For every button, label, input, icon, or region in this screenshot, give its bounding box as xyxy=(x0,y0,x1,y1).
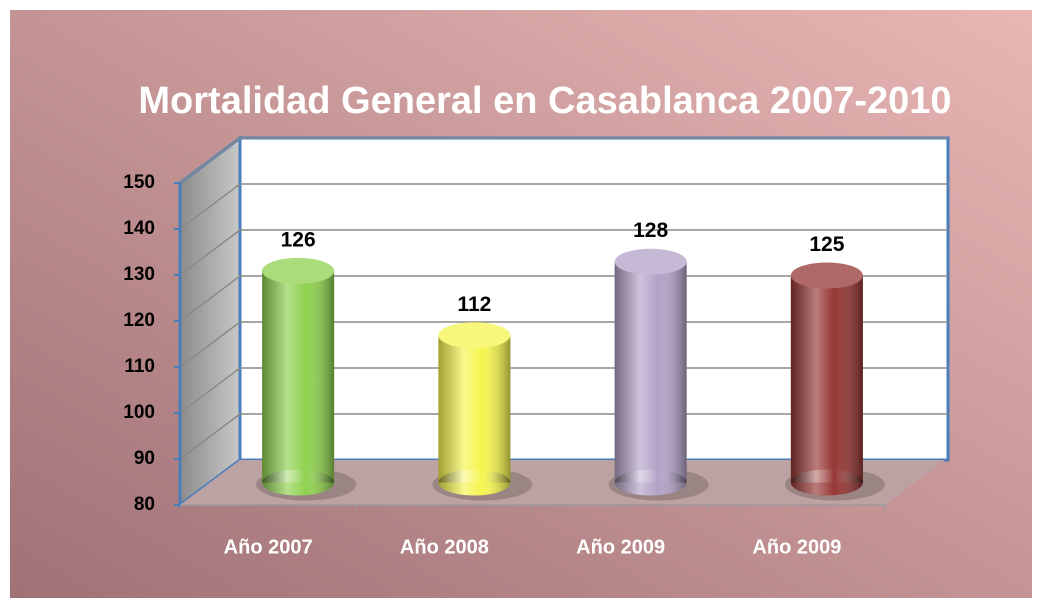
bar-top xyxy=(262,257,335,284)
grid-line xyxy=(179,321,948,368)
data-label: 126 xyxy=(281,228,316,251)
data-label: 128 xyxy=(633,219,668,242)
y-tick-label: 150 xyxy=(123,172,155,193)
floor xyxy=(180,460,945,505)
bar-shading xyxy=(614,261,687,483)
grid-line xyxy=(179,275,948,322)
x-tick-label: Año 2009 xyxy=(752,536,841,558)
bar-top-highlight xyxy=(614,248,687,275)
data-label: 112 xyxy=(457,293,491,316)
bar-shading xyxy=(438,335,511,483)
x-tick-label: Año 2009 xyxy=(576,536,665,558)
x-tick-label: Año 2008 xyxy=(400,536,489,558)
grid-line xyxy=(179,229,948,276)
y-tick-label: 110 xyxy=(124,356,155,377)
bar xyxy=(438,322,511,496)
grid-line xyxy=(179,137,948,184)
y-tick-label: 120 xyxy=(123,310,155,331)
bar-top xyxy=(614,248,687,275)
y-tick-label: 80 xyxy=(134,494,155,515)
bar-top xyxy=(790,262,863,289)
data-label: 125 xyxy=(809,233,844,256)
grid-line xyxy=(179,413,948,460)
side-wall xyxy=(178,135,242,508)
y-tick-label: 140 xyxy=(123,218,155,239)
bar xyxy=(262,257,335,496)
bar xyxy=(614,248,687,496)
grid-line xyxy=(179,183,948,230)
bar-top-highlight xyxy=(790,262,863,289)
bar-bottom-shading xyxy=(438,469,511,496)
bar-bottom-shading xyxy=(790,469,863,496)
y-tick-label: 130 xyxy=(123,264,155,285)
bar-top xyxy=(438,322,511,349)
bar xyxy=(790,262,863,496)
bar-shading xyxy=(262,270,335,483)
chart-title: Mortalidad General en Casablanca 2007-20… xyxy=(138,80,951,122)
bar-top-highlight xyxy=(262,257,335,284)
bar-bottom-shading xyxy=(262,469,335,496)
x-tick-label: Año 2007 xyxy=(224,536,313,558)
bar-shading xyxy=(790,275,863,483)
y-tick-label: 100 xyxy=(123,402,155,423)
bar-bottom-shading xyxy=(614,469,687,496)
grid-line xyxy=(179,367,948,414)
y-tick-label: 90 xyxy=(134,448,155,469)
bar-top-highlight xyxy=(438,322,511,349)
